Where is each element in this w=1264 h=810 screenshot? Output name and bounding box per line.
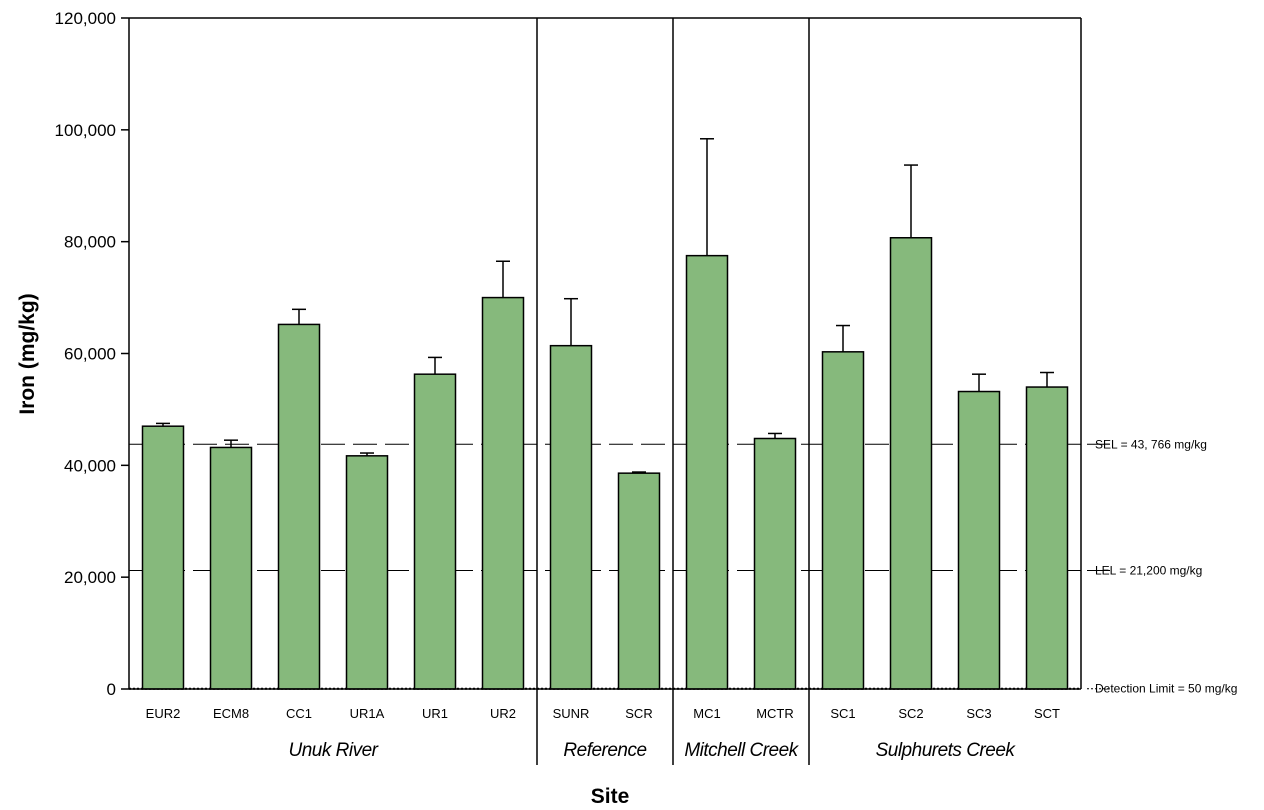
bars (141, 237, 1069, 690)
y-axis-title: Iron (mg/kg) (16, 293, 39, 414)
bar-CC1 (277, 323, 321, 690)
bar-SC2 (889, 237, 933, 690)
group-label-1: Reference (563, 740, 646, 761)
group-label-2: Mitchell Creek (684, 740, 799, 761)
bar-SUNR (549, 344, 593, 690)
reference-line-label-0: SEL = 43, 766 mg/kg (1095, 437, 1207, 451)
reference-lines (129, 443, 1081, 690)
x-axis-title: Site (591, 785, 630, 808)
x-tick-label-SCR: SCR (625, 706, 652, 721)
bar-UR2 (481, 296, 525, 690)
y-tick-label-0: 0 (107, 680, 116, 699)
x-tick-label-SCT: SCT (1034, 706, 1060, 721)
bar-SCR (617, 472, 661, 690)
x-tick-label-UR2: UR2 (490, 706, 516, 721)
site-groups: Unuk River Reference Mitchell Creek Sulphur… (289, 740, 1017, 761)
bar-EUR2 (141, 425, 185, 690)
x-tick-label-SC1: SC1 (830, 706, 855, 721)
x-tick-label-SUNR: SUNR (553, 706, 590, 721)
x-axis-categories: EUR2 ECM8 CC1 UR1A UR1 UR2 SUNR SCR MC1 MCTR SC1 SC… (146, 706, 1060, 721)
plot-frame (128, 17, 1082, 765)
x-tick-label-UR1: UR1 (422, 706, 448, 721)
x-tick-label-MC1: MC1 (693, 706, 720, 721)
group-label-3: Sulphurets Creek (876, 740, 1017, 761)
x-tick-label-UR1A: UR1A (350, 706, 385, 721)
group-label-0: Unuk River (289, 740, 379, 761)
x-tick-label-ECM8: ECM8 (213, 706, 249, 721)
y-axis: 0 20,000 40,000 60,000 80,000 100,000 120,000 (55, 9, 129, 699)
error-bars (156, 138, 1054, 474)
y-tick-label-1: 20,000 (64, 568, 116, 587)
reference-line-label-1: LEL = 21,200 mg/kg (1095, 563, 1202, 577)
x-tick-label-SC2: SC2 (898, 706, 923, 721)
y-tick-label-4: 80,000 (64, 233, 116, 252)
bar-UR1A (345, 455, 389, 690)
reference-line-labels: SEL = 43, 766 mg/kg LEL = 21,200 mg/kg Det… (1087, 437, 1237, 696)
bar-SCT (1025, 386, 1069, 690)
x-tick-label-MCTR: MCTR (756, 706, 794, 721)
x-tick-label-EUR2: EUR2 (146, 706, 181, 721)
bar-MCTR (753, 437, 797, 690)
x-tick-label-SC3: SC3 (966, 706, 991, 721)
bar-MC1 (685, 254, 729, 690)
x-tick-label-CC1: CC1 (286, 706, 312, 721)
y-tick-label-2: 40,000 (64, 456, 116, 475)
bar-ECM8 (209, 446, 253, 690)
bar-UR1 (413, 373, 457, 690)
bar-SC1 (821, 351, 865, 690)
y-tick-label-3: 60,000 (64, 345, 116, 364)
reference-line-label-2: Detection Limit = 50 mg/kg (1095, 682, 1237, 696)
y-tick-label-5: 100,000 (55, 121, 116, 140)
y-tick-label-6: 120,000 (55, 9, 116, 28)
bar-SC3 (957, 390, 1001, 690)
